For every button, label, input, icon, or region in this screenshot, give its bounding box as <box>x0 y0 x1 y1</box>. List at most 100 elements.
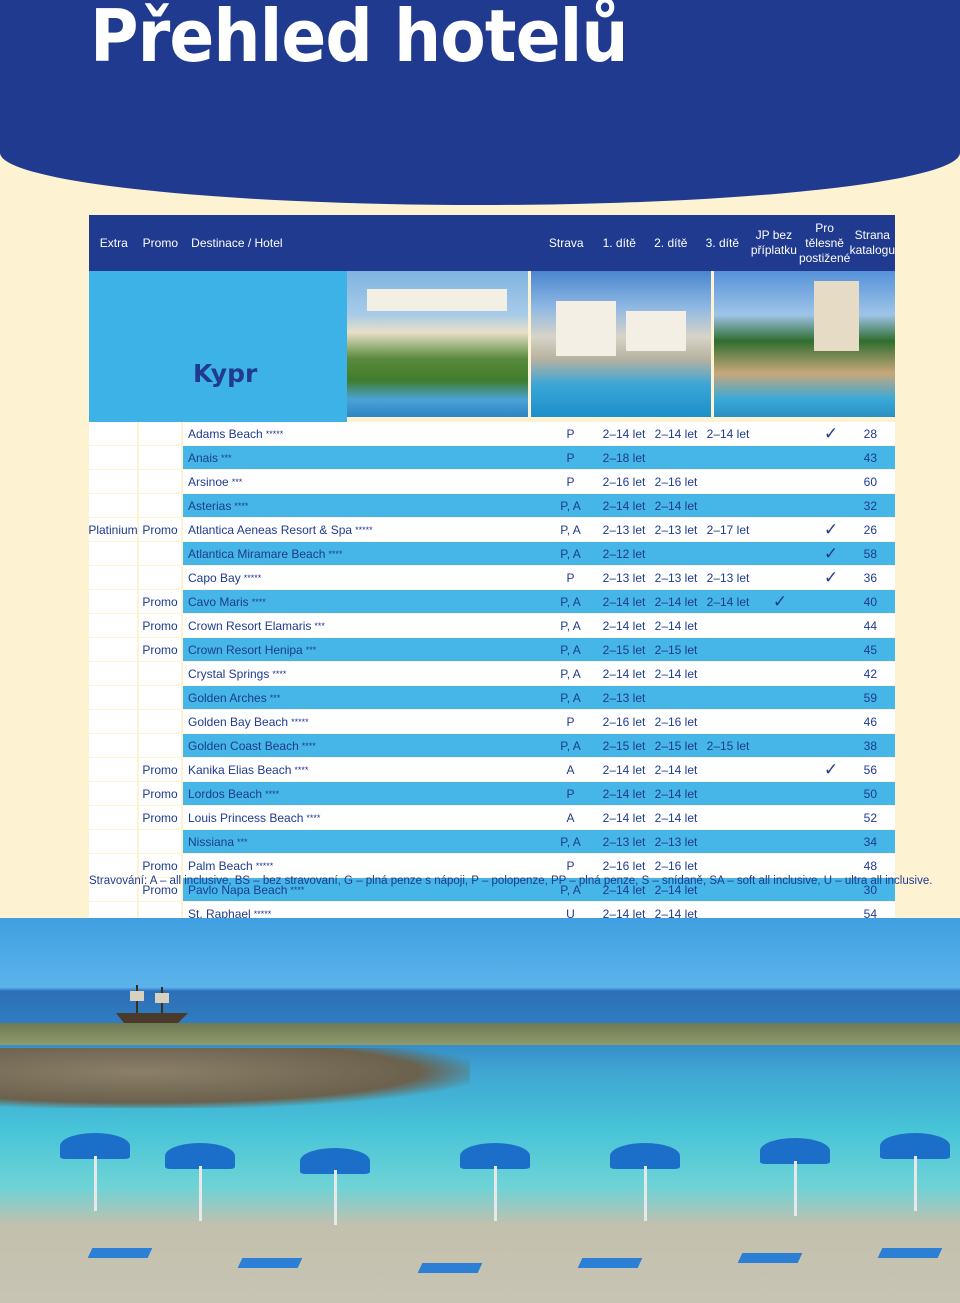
cell-child-2: 2–15 let <box>650 734 702 757</box>
cell-strava-text: P <box>566 786 575 801</box>
cell-hotel-text: Crown Resort Elamaris <box>188 618 312 633</box>
cell-page: 38 <box>856 734 895 757</box>
cell-promo-text: Promo <box>142 810 178 825</box>
cell-child-1: 2–14 let <box>598 614 650 637</box>
cell-page: 34 <box>856 830 895 853</box>
cell-child-3 <box>702 638 754 661</box>
star-rating: ***** <box>243 572 262 583</box>
cell-promo: Promo <box>139 854 183 877</box>
cell-page-text: 58 <box>863 546 877 561</box>
cell-strava: P <box>543 470 598 493</box>
cell-child-2-text: 2–16 let <box>654 714 698 729</box>
cell-page: 42 <box>856 662 895 685</box>
cell-hotel-text: Cavo Maris <box>188 594 249 609</box>
cell-hotel: Pavlo Napa Beach **** <box>183 878 543 901</box>
cell-child-3 <box>702 494 754 517</box>
cell-child-2: 2–15 let <box>650 638 702 661</box>
cell-child-1-text: 2–12 let <box>602 546 646 561</box>
col-jp: JP bez příplatku <box>750 228 797 257</box>
cell-child-1: 2–13 let <box>598 566 650 589</box>
cell-child-1-text: 2–14 let <box>602 618 646 633</box>
cell-extra <box>89 446 139 469</box>
cell-page-text: 44 <box>863 618 877 633</box>
col-page: Strana katalogu <box>849 228 895 257</box>
table-row: Promo Louis Princess Beach **** A 2–14 let 2–… <box>89 806 895 830</box>
cell-page: 46 <box>856 710 895 733</box>
cell-child-2: 2–16 let <box>650 854 702 877</box>
cell-promo <box>139 494 183 517</box>
cell-child-1: 2–14 let <box>598 758 650 781</box>
cell-strava-text: P <box>566 570 575 585</box>
cell-page-text: 52 <box>863 810 877 825</box>
cell-hotel: Atlantica Aeneas Resort & Spa ***** <box>183 518 543 541</box>
cell-hotel: Arsinoe *** <box>183 470 543 493</box>
cell-child-3-text: 2–17 let <box>706 522 750 537</box>
star-rating: ***** <box>355 524 373 535</box>
cell-child-3: 2–17 let <box>702 518 754 541</box>
col-child-3: 3. dítě <box>705 235 739 250</box>
cell-promo <box>139 470 183 493</box>
cell-disabled <box>806 590 856 613</box>
cell-jp-text: ✓ <box>772 591 788 611</box>
table-row: Promo Crown Resort Henipa *** P, A 2–15 let 2… <box>89 638 895 662</box>
cell-page-text: 56 <box>863 762 877 777</box>
cell-page-text: 36 <box>863 570 877 585</box>
star-rating: ***** <box>253 908 272 919</box>
cell-promo-text: Promo <box>142 786 178 801</box>
cell-extra <box>89 806 139 829</box>
table-row: Golden Bay Beach ***** P 2–16 let 2–16 let 46 <box>89 710 895 734</box>
cell-hotel-text: Golden Coast Beach <box>188 738 299 753</box>
table-row: Atlantica Miramare Beach **** P, A 2–12 let… <box>89 542 895 566</box>
table-row: Platinium Promo Atlantica Aeneas Resort & … <box>88 518 895 542</box>
cell-child-3 <box>702 830 754 853</box>
table-row: Promo Lordos Beach **** P 2–14 let 2–14 let 50 <box>89 782 895 806</box>
hotel-photo <box>714 271 896 417</box>
cell-child-3 <box>702 806 754 829</box>
cell-child-2-text: 2–16 let <box>654 858 698 873</box>
cell-hotel-text: Golden Bay Beach <box>188 714 289 729</box>
cell-hotel: Nissiana *** <box>183 830 543 853</box>
cell-strava: P <box>543 566 598 589</box>
cell-child-2: 2–13 let <box>650 566 702 589</box>
cell-disabled: ✓ <box>806 518 856 541</box>
cell-hotel-text: Atlantica Aeneas Resort & Spa <box>188 522 353 537</box>
cell-jp <box>754 422 806 445</box>
cell-hotel-text: Louis Princess Beach <box>188 810 304 825</box>
ship-icon <box>116 985 188 1023</box>
hotel-photo <box>347 271 528 417</box>
col-child-2: 2. dítě <box>654 235 688 250</box>
cell-strava-text: P <box>566 858 575 873</box>
star-rating: *** <box>231 476 243 487</box>
cell-page: 30 <box>856 878 895 901</box>
cell-page-text: 46 <box>863 714 877 729</box>
cell-jp <box>754 710 806 733</box>
cell-promo <box>139 734 183 757</box>
cell-promo: Promo <box>139 590 183 613</box>
cell-extra <box>89 470 139 493</box>
cell-disabled <box>806 806 856 829</box>
cell-page: 40 <box>856 590 895 613</box>
cell-strava-text: P, A <box>560 522 581 537</box>
cell-strava: P <box>543 446 598 469</box>
cell-child-1-text: 2–13 let <box>602 690 646 705</box>
cell-promo <box>139 830 183 853</box>
cell-promo-text: Promo <box>142 522 178 537</box>
cell-hotel: Crystal Springs **** <box>183 662 543 685</box>
cell-disabled: ✓ <box>806 566 856 589</box>
cell-jp <box>754 614 806 637</box>
cell-strava: P, A <box>543 494 598 517</box>
cell-page: 45 <box>856 638 895 661</box>
table-row: Anais *** P 2–18 let 43 <box>89 446 895 470</box>
cell-child-3 <box>702 470 754 493</box>
cell-child-2: 2–14 let <box>650 806 702 829</box>
cell-promo-text: Promo <box>142 858 178 873</box>
cell-promo: Promo <box>139 806 183 829</box>
cell-extra-text: Platinium <box>88 522 138 537</box>
cell-extra <box>89 830 139 853</box>
table-row: Promo Palm Beach ***** P 2–16 let 2–16 let 48 <box>89 854 895 878</box>
cell-hotel-text: Adams Beach <box>188 426 263 441</box>
cell-child-3: 2–14 let <box>702 590 754 613</box>
cell-child-2-text: 2–16 let <box>654 474 698 489</box>
cell-disabled <box>806 614 856 637</box>
cell-child-1-text: 2–15 let <box>602 738 646 753</box>
